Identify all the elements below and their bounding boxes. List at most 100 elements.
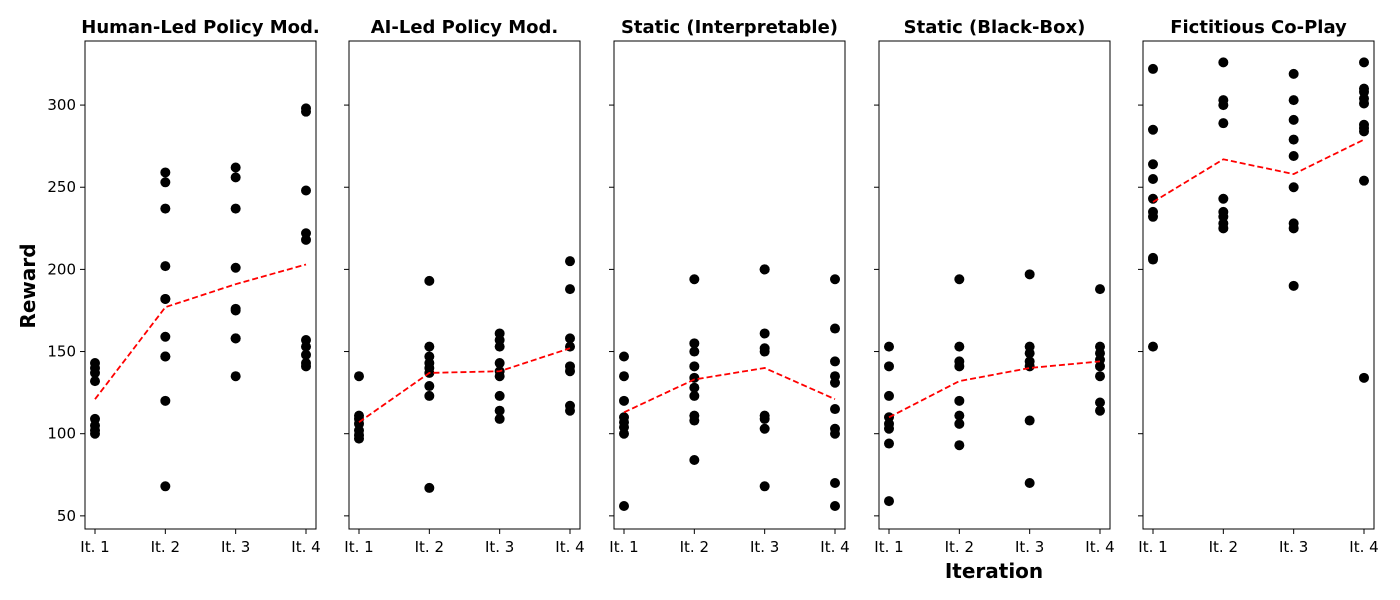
panel-1: Human-Led Policy Mod. 50 100 150 200 250 300 It… [47,17,320,556]
data-point [160,293,171,304]
panel-3: Static (Interpretable) It. 1 It. 2 It. 3 It.… [609,17,850,556]
data-point [1288,182,1299,193]
panel-title: AI-Led Policy Mod. [371,17,559,38]
data-point [830,404,840,415]
panel-frame [878,40,1111,530]
y-tick-label: 250 [47,178,76,196]
mean-line [94,263,307,400]
data-point [301,335,311,346]
mean-line [358,347,571,423]
data-point [1359,372,1369,383]
data-point [619,371,629,382]
data-point [884,390,894,401]
data-point [230,262,241,273]
data-point [1148,341,1158,352]
data-point [689,338,700,349]
x-tick-label: It. 1 [609,538,638,556]
x-tick-label: It. 2 [1209,538,1238,556]
data-point [759,410,770,421]
data-point [689,361,700,372]
data-point [689,382,700,393]
data-point [1359,119,1369,130]
y-tick-label: 150 [47,343,76,361]
data-point [619,500,629,511]
data-point [90,358,100,369]
data-point [424,482,435,493]
panel-title: Human-Led Policy Mod. [81,17,319,38]
panel-frame [84,40,317,530]
data-point [230,172,241,183]
data-point [301,228,311,239]
data-point [1024,341,1035,352]
data-point [1148,252,1158,263]
data-point [954,341,965,352]
data-point [954,440,965,451]
x-tick-label: It. 2 [680,538,709,556]
data-point [160,167,171,178]
data-point [565,284,575,295]
data-point [689,390,700,401]
data-point [160,351,171,362]
data-point [494,405,505,416]
data-point [160,261,171,272]
data-point [1024,415,1035,426]
data-point [424,275,435,286]
data-point [230,162,241,173]
data-point [830,274,840,285]
data-point [1218,118,1229,129]
x-tick-label: It. 3 [1015,538,1044,556]
data-point [230,203,241,214]
y-axis-label: Reward [16,243,40,328]
data-point [759,264,770,275]
data-point [565,400,575,411]
data-point [689,274,700,285]
data-point [884,438,894,449]
data-point [494,358,505,369]
data-point [759,343,770,354]
x-tick-label: It. 1 [1138,538,1167,556]
mean-line [623,367,836,414]
data-point [230,303,241,314]
panel-title: Fictitious Co-Play [1170,17,1347,38]
data-point [1288,151,1299,162]
data-point [884,496,894,507]
y-tick-label: 200 [47,260,76,278]
data-point [830,500,840,511]
x-tick-label: It. 3 [221,538,250,556]
x-tick-label: It. 2 [151,538,180,556]
data-point [689,410,700,421]
data-point [830,423,840,434]
data-point [1288,218,1299,229]
x-tick-label: It. 4 [291,538,320,556]
data-point [424,351,435,362]
data-point [1148,159,1158,170]
data-point [689,454,700,465]
data-point [1024,477,1035,488]
x-tick-label: It. 1 [80,538,109,556]
panel-title: Static (Black-Box) [904,17,1086,38]
data-point [494,390,505,401]
data-point [830,356,840,367]
data-point [1148,63,1158,74]
data-point [301,185,311,196]
data-point [884,361,894,372]
data-point [160,395,171,406]
data-point [759,423,770,434]
data-point [90,376,100,387]
data-point [1024,356,1035,367]
data-point [1095,371,1105,382]
data-point [565,256,575,267]
data-point [301,103,311,114]
data-point [1288,280,1299,291]
data-point [954,274,965,285]
data-point [759,481,770,492]
data-point [424,381,435,392]
data-point [1024,269,1035,280]
data-point [1218,95,1229,106]
data-point [884,341,894,352]
data-point [1288,114,1299,125]
data-point [565,333,575,344]
y-tick-label: 100 [47,425,76,443]
data-point [830,477,840,488]
